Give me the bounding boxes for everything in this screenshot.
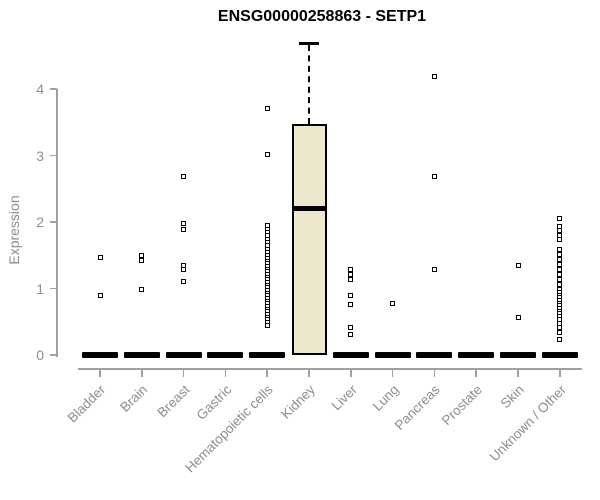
y-axis-line [56,89,58,357]
outlier-point [557,215,563,221]
outlier-point [348,272,354,278]
outlier-point [139,252,145,258]
zero-bar [207,352,244,358]
x-tick [266,368,268,377]
outlier-point [557,256,563,262]
y-tick [50,154,57,157]
outlier-point [97,292,103,298]
x-tick [99,368,101,377]
outlier-point [181,279,187,285]
outlier-point [390,300,396,306]
outlier-point [557,262,563,268]
y-tick [50,354,57,356]
outlier-point [557,277,563,283]
outlier-point [557,337,563,343]
y-tick [50,221,57,223]
zero-bar [123,352,160,358]
x-axis-line [78,368,582,370]
x-tick-label: Breast [154,382,193,421]
outlier-point [264,151,270,157]
chart-title: ENSG00000258863 - SETP1 [217,8,427,25]
outlier-point [431,267,437,273]
x-tick-label: Gastric [193,382,235,423]
outlier-point [264,106,270,112]
x-tick-label: Bladder [65,382,109,426]
outlier-point [181,267,187,273]
zero-bar [82,352,118,358]
outlier-point [557,320,563,326]
x-tick-label: Liver [328,382,360,414]
x-tick-label: Kidney [277,382,318,422]
outlier-point [181,262,187,268]
outlier-point [515,315,521,321]
outlier-point [557,267,563,273]
zero-bar [249,352,286,358]
outlier-point [557,252,563,258]
outlier-point [139,287,145,293]
x-tick [141,368,143,377]
outlier-point [181,174,187,180]
x-tick [224,368,227,377]
y-tick-label: 4 [36,81,44,97]
y-tick-label: 0 [36,347,44,363]
outlier-point [348,293,354,299]
box [291,123,327,355]
outlier-point [348,277,354,283]
y-tick [50,88,57,90]
x-tick [433,368,436,377]
zero-bar [165,352,202,358]
zero-bar [458,352,495,358]
outlier-point [139,258,145,264]
outlier-point [348,266,354,272]
outlier-point [557,329,563,335]
x-tick [308,368,310,377]
outlier-point [348,331,354,337]
zero-bar [332,352,369,358]
x-tick-label: Pancreas [392,382,444,433]
x-tick [391,368,394,377]
y-tick-label: 3 [36,147,44,164]
x-tick [350,368,352,377]
x-tick-label: Prostate [438,382,485,429]
x-tick-label: Brain [117,382,151,415]
y-tick-label: 1 [36,280,44,297]
whisker [308,45,310,124]
outlier-point [557,325,563,331]
x-tick [182,368,185,377]
x-tick-label: Unknown / Other [486,382,569,465]
y-tick [50,287,57,290]
outlier-point [557,236,563,242]
outlier-point [431,73,437,79]
outlier-point [557,282,563,287]
zero-bar [500,352,536,358]
x-tick-label: Lung [369,382,402,414]
whisker-cap [299,41,319,45]
x-tick [517,368,519,377]
outlier-point [515,263,521,269]
outlier-point [557,247,563,253]
median-line [291,205,327,211]
outlier-point [97,255,103,261]
outlier-point [348,324,354,330]
y-tick-label: 2 [36,214,44,230]
zero-bar [541,352,578,358]
outlier-point [181,227,187,233]
outlier-point [557,272,563,278]
x-tick-label: Skin [497,382,527,412]
outlier-point [264,322,270,328]
outlier-point [557,228,563,234]
outlier-point [348,301,354,307]
x-tick [475,368,477,377]
outlier-point [431,173,437,179]
zero-bar [374,352,411,358]
outlier-point [181,221,187,227]
zero-bar [416,352,453,358]
x-tick [559,368,561,377]
